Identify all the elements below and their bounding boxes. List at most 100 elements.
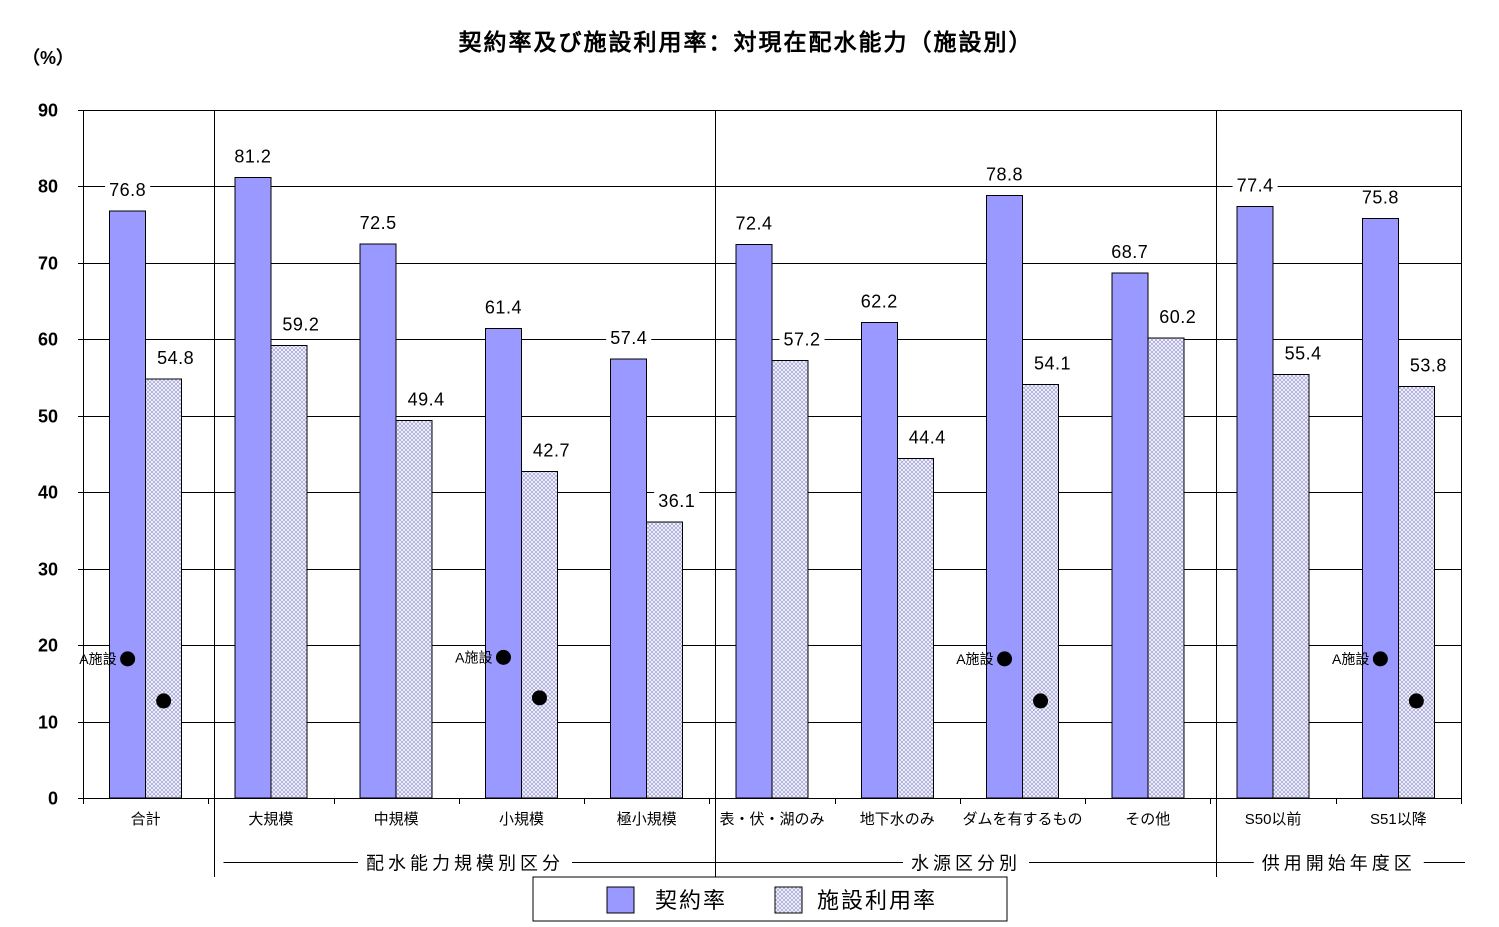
contract-rate-bar: [735, 244, 773, 799]
contract-rate-bar: [109, 210, 147, 799]
data-label-background: [1357, 187, 1403, 208]
contract-rate-bar: [1236, 205, 1274, 799]
y-tick-label: 50: [38, 407, 58, 427]
y-tick-label: 60: [38, 330, 58, 350]
facility-a-label: A施設: [956, 651, 993, 667]
facility-utilization-bar: [1397, 386, 1435, 799]
facility-utilization-bar: [520, 471, 558, 799]
facility-a-marker: [1372, 651, 1388, 667]
data-label-background: [1232, 175, 1278, 196]
contract-rate-bar: [610, 358, 648, 799]
category-label: 合計: [131, 811, 161, 828]
facility-a-marker: [156, 693, 172, 709]
data-label: 53.8: [1410, 356, 1447, 376]
contract-rate-bar: [986, 195, 1024, 799]
category-label: 小規模: [499, 811, 544, 828]
category-labels: 合計 大規模 中規模 小規模 極小規模 表・伏・湖のみ 地下水のみ ダムを有するもの その他 S5…: [131, 811, 1427, 828]
y-tick-label: 20: [38, 636, 58, 656]
legend: 契約率 施設利用率: [532, 876, 1008, 922]
contract-rate-bar: [484, 328, 522, 799]
category-label: S51以降: [1370, 811, 1427, 828]
group-label-background: [1253, 853, 1424, 874]
data-label: 57.2: [783, 330, 820, 350]
y-tick-label: 90: [38, 101, 58, 121]
data-label: 75.8: [1362, 188, 1399, 208]
facility-a-marker: [531, 690, 547, 706]
contract-rate-bar: [359, 243, 397, 799]
data-label: 72.4: [735, 214, 772, 234]
facility-a-marker: [997, 651, 1013, 667]
facility-utilization-bar: [145, 378, 183, 799]
category-label: 大規模: [248, 811, 293, 828]
data-label-background: [856, 291, 902, 312]
data-label: 60.2: [1159, 307, 1196, 327]
facility-a-label: A施設: [455, 649, 492, 665]
data-label-background: [1280, 343, 1326, 364]
category-group-labels: 配水能力規模別区分 水源区分別 供用開始年度区: [358, 853, 1424, 874]
category-label: S50以前: [1245, 811, 1302, 828]
data-label-background: [480, 297, 526, 318]
plot-frame: [78, 110, 1462, 804]
data-label: 54.1: [1034, 353, 1071, 373]
facility-utilization-bar: [771, 360, 809, 799]
data-label-background: [230, 146, 276, 167]
data-label: 62.2: [861, 292, 898, 312]
contract-rate-bar: [234, 176, 272, 799]
data-label: 72.5: [360, 213, 397, 233]
category-label: 表・伏・湖のみ: [719, 811, 824, 828]
group-label-background: [903, 853, 1029, 874]
data-label-background: [654, 491, 700, 512]
data-label: 44.4: [909, 428, 946, 448]
y-tick-label: 70: [38, 254, 58, 274]
facility-a-marker: [120, 651, 136, 667]
y-axis-tick-labels: 0 10 20 30 40 50 60 70 80 90: [38, 101, 58, 809]
plot-area-border: [83, 110, 1462, 799]
data-label: 81.2: [234, 146, 271, 166]
legend-label-facility-utilization: 施設利用率: [817, 888, 937, 913]
data-label: 55.4: [1285, 343, 1322, 363]
data-labels: 76.8 81.2 72.5 61.4 57.4 72.4 62.2 78.8 68.7 77.4…: [105, 146, 1451, 512]
facility-a-label: A施設: [1332, 651, 1369, 667]
facility-utilization-bar: [395, 419, 433, 799]
data-label-background: [1030, 353, 1076, 374]
group-label: 供用開始年度区: [1262, 854, 1416, 874]
legend-label-contract-rate: 契約率: [655, 888, 727, 913]
contract-rate-bar: [1111, 272, 1149, 799]
data-label: 36.1: [658, 491, 695, 511]
y-tick-label: 10: [38, 713, 58, 733]
legend-swatch-contract-rate: [606, 886, 635, 914]
data-label-background: [904, 427, 950, 448]
data-label: 61.4: [485, 298, 522, 318]
data-label: 78.8: [986, 165, 1023, 185]
chart-title: 契約率及び施設利用率：対現在配水能力（施設別）: [458, 29, 1034, 55]
facility-utilization-bar: [1272, 373, 1310, 799]
data-label-background: [278, 314, 324, 335]
data-label: 68.7: [1111, 242, 1148, 262]
data-label-background: [355, 212, 401, 233]
y-axis-unit-label: （%）: [22, 48, 74, 68]
category-label: 極小規模: [617, 811, 677, 828]
facility-utilization-bar: [270, 344, 308, 799]
facility-utilization-bar: [1147, 337, 1185, 799]
y-tick-label: 80: [38, 177, 58, 197]
contract-rate-bar: [860, 322, 898, 799]
data-label: 59.2: [282, 314, 319, 334]
facility-a-label: A施設: [79, 651, 116, 667]
data-label-background: [153, 348, 199, 369]
facility-a-marker: [1408, 693, 1424, 709]
category-label: その他: [1125, 811, 1170, 828]
data-label: 77.4: [1237, 175, 1274, 195]
contract-rate-bar: [1361, 218, 1399, 799]
data-label-background: [528, 440, 574, 461]
data-label-background: [606, 328, 652, 349]
facility-a-markers: A施設 A施設 A施設 A施設: [79, 649, 1424, 709]
group-label-background: [358, 853, 572, 874]
data-label: 49.4: [408, 389, 445, 409]
data-label-background: [1155, 306, 1201, 327]
bars: [109, 176, 1435, 799]
data-label-background: [1107, 241, 1153, 262]
y-tick-label: 40: [38, 483, 58, 503]
data-label-background: [1405, 355, 1451, 376]
